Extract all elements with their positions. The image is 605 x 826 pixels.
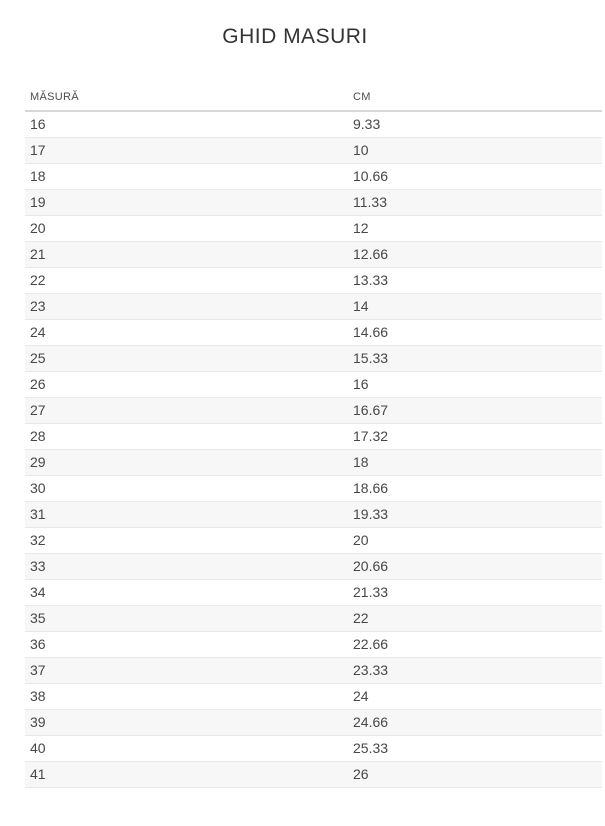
column-header-cm: CM bbox=[348, 86, 602, 112]
cm-cell: 15.33 bbox=[348, 345, 602, 372]
size-cell: 31 bbox=[25, 501, 348, 528]
size-cell: 17 bbox=[25, 137, 348, 164]
size-cell: 29 bbox=[25, 449, 348, 476]
size-cell: 39 bbox=[25, 709, 348, 736]
cm-cell: 11.33 bbox=[348, 189, 602, 216]
cm-cell: 17.32 bbox=[348, 423, 602, 450]
cm-cell: 23.33 bbox=[348, 657, 602, 684]
table-row: 18 10.66 bbox=[25, 163, 602, 190]
table-row: 34 21.33 bbox=[25, 579, 602, 606]
cm-cell: 26 bbox=[348, 761, 602, 788]
table-row: 40 25.33 bbox=[25, 735, 602, 762]
size-cell: 41 bbox=[25, 761, 348, 788]
cm-cell: 10 bbox=[348, 137, 602, 164]
table-row: 29 18 bbox=[25, 449, 602, 476]
cm-cell: 20.66 bbox=[348, 553, 602, 580]
size-cell: 24 bbox=[25, 319, 348, 346]
header-row: MĂSURĂ CM bbox=[25, 86, 602, 112]
column-header-masura: MĂSURĂ bbox=[25, 86, 348, 112]
size-cell: 37 bbox=[25, 657, 348, 684]
table-row: 41 26 bbox=[25, 761, 602, 788]
size-cell: 27 bbox=[25, 397, 348, 424]
table-row: 24 14.66 bbox=[25, 319, 602, 346]
table-row: 26 16 bbox=[25, 371, 602, 398]
cm-cell: 16.67 bbox=[348, 397, 602, 424]
size-cell: 19 bbox=[25, 189, 348, 216]
cm-cell: 24.66 bbox=[348, 709, 602, 736]
size-cell: 22 bbox=[25, 267, 348, 294]
cm-cell: 14 bbox=[348, 293, 602, 320]
cm-cell: 12.66 bbox=[348, 241, 602, 268]
table-row: 30 18.66 bbox=[25, 475, 602, 502]
cm-cell: 10.66 bbox=[348, 163, 602, 190]
table-row: 16 9.33 bbox=[25, 111, 602, 138]
size-cell: 32 bbox=[25, 527, 348, 554]
page-title: GHID MASURI bbox=[222, 25, 368, 48]
size-table-header: MĂSURĂ CM bbox=[25, 86, 602, 112]
table-row: 31 19.33 bbox=[25, 501, 602, 528]
cm-cell: 22 bbox=[348, 605, 602, 632]
table-row: 33 20.66 bbox=[25, 553, 602, 580]
table-row: 20 12 bbox=[25, 215, 602, 242]
table-row: 23 14 bbox=[25, 293, 602, 320]
cm-cell: 20 bbox=[348, 527, 602, 554]
table-row: 22 13.33 bbox=[25, 267, 602, 294]
cm-cell: 18.66 bbox=[348, 475, 602, 502]
size-cell: 21 bbox=[25, 241, 348, 268]
size-cell: 20 bbox=[25, 215, 348, 242]
size-cell: 26 bbox=[25, 371, 348, 398]
cm-cell: 9.33 bbox=[348, 111, 602, 138]
table-row: 28 17.32 bbox=[25, 423, 602, 450]
cm-cell: 16 bbox=[348, 371, 602, 398]
size-cell: 35 bbox=[25, 605, 348, 632]
table-row: 17 10 bbox=[25, 137, 602, 164]
size-cell: 36 bbox=[25, 631, 348, 658]
size-cell: 30 bbox=[25, 475, 348, 502]
cm-cell: 22.66 bbox=[348, 631, 602, 658]
size-table-container: MĂSURĂ CM 16 9.33 17 10 18 10.66 19 11.33 20 12 21… bbox=[25, 86, 602, 788]
table-row: 39 24.66 bbox=[25, 709, 602, 736]
cm-cell: 14.66 bbox=[348, 319, 602, 346]
title-container: GHID MASURI bbox=[0, 0, 605, 49]
size-cell: 28 bbox=[25, 423, 348, 450]
size-cell: 25 bbox=[25, 345, 348, 372]
cm-cell: 21.33 bbox=[348, 579, 602, 606]
size-cell: 38 bbox=[25, 683, 348, 710]
cm-cell: 13.33 bbox=[348, 267, 602, 294]
table-row: 27 16.67 bbox=[25, 397, 602, 424]
table-row: 19 11.33 bbox=[25, 189, 602, 216]
size-cell: 40 bbox=[25, 735, 348, 762]
table-row: 21 12.66 bbox=[25, 241, 602, 268]
cm-cell: 18 bbox=[348, 449, 602, 476]
table-row: 25 15.33 bbox=[25, 345, 602, 372]
table-row: 36 22.66 bbox=[25, 631, 602, 658]
size-table: MĂSURĂ CM 16 9.33 17 10 18 10.66 19 11.33 20 12 21… bbox=[25, 86, 602, 788]
table-row: 32 20 bbox=[25, 527, 602, 554]
size-cell: 23 bbox=[25, 293, 348, 320]
table-row: 37 23.33 bbox=[25, 657, 602, 684]
cm-cell: 19.33 bbox=[348, 501, 602, 528]
table-row: 38 24 bbox=[25, 683, 602, 710]
cm-cell: 24 bbox=[348, 683, 602, 710]
size-cell: 16 bbox=[25, 111, 348, 138]
size-cell: 34 bbox=[25, 579, 348, 606]
cm-cell: 25.33 bbox=[348, 735, 602, 762]
table-row: 35 22 bbox=[25, 605, 602, 632]
size-table-body: 16 9.33 17 10 18 10.66 19 11.33 20 12 21 12.66 22 13.… bbox=[25, 111, 602, 788]
size-cell: 33 bbox=[25, 553, 348, 580]
cm-cell: 12 bbox=[348, 215, 602, 242]
size-cell: 18 bbox=[25, 163, 348, 190]
